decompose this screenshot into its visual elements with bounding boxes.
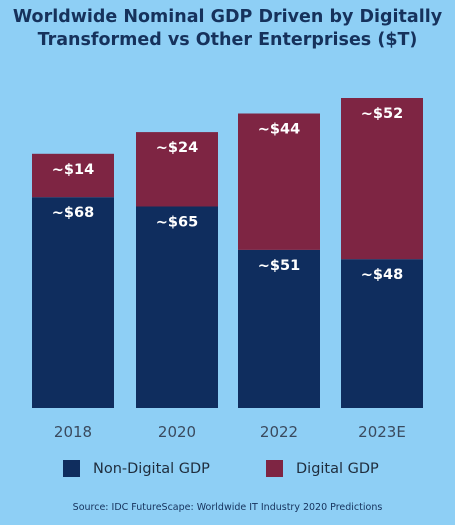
x-tick-label-2022: 2022 bbox=[260, 423, 298, 441]
source-note: Source: IDC FutureScape: Worldwide IT In… bbox=[72, 502, 383, 513]
chart-title-line-1: Worldwide Nominal GDP Driven by Digitall… bbox=[12, 7, 443, 27]
data-label-non-digital-2018: ~$68 bbox=[52, 205, 94, 221]
bar-non-digital-2022 bbox=[238, 249, 320, 408]
data-label-digital-2023e: ~$52 bbox=[361, 106, 403, 122]
bar-non-digital-2023e bbox=[341, 259, 423, 408]
x-tick-label-2023e: 2023E bbox=[358, 423, 406, 441]
chart-legend: Non-Digital GDP Digital GDP bbox=[0, 460, 455, 480]
data-label-non-digital-2022: ~$51 bbox=[258, 258, 300, 274]
bar-digital-2020 bbox=[136, 132, 218, 207]
legend-label-digital: Digital GDP bbox=[296, 460, 379, 477]
legend-swatch-non-digital bbox=[63, 460, 80, 477]
data-label-digital-2020: ~$24 bbox=[156, 140, 198, 156]
bar-non-digital-2020 bbox=[136, 206, 218, 408]
data-label-non-digital-2023e: ~$48 bbox=[361, 267, 403, 283]
stacked-bar-chart: ~$68 ~$14 2018 ~$65 ~$24 2020 ~$51 ~$44 2022 ~$48… bbox=[32, 98, 423, 441]
legend-item-non-digital: Non-Digital GDP bbox=[63, 460, 210, 477]
bar-digital-2018 bbox=[32, 153, 114, 198]
chart-title: Worldwide Nominal GDP Driven by Digitall… bbox=[0, 6, 455, 52]
chart-title-line-2: Transformed vs Other Enterprises ($T) bbox=[37, 30, 418, 50]
legend-label-non-digital: Non-Digital GDP bbox=[93, 460, 210, 477]
x-tick-label-2020: 2020 bbox=[158, 423, 196, 441]
legend-swatch-digital bbox=[266, 460, 283, 477]
data-label-digital-2022: ~$44 bbox=[258, 122, 300, 138]
data-label-non-digital-2020: ~$65 bbox=[156, 215, 198, 231]
bar-digital-2022 bbox=[238, 113, 320, 250]
data-label-digital-2018: ~$14 bbox=[52, 162, 94, 178]
bar-non-digital-2018 bbox=[32, 197, 114, 408]
bar-digital-2023e bbox=[341, 98, 423, 260]
legend-item-digital: Digital GDP bbox=[266, 460, 379, 477]
x-tick-label-2018: 2018 bbox=[54, 423, 92, 441]
